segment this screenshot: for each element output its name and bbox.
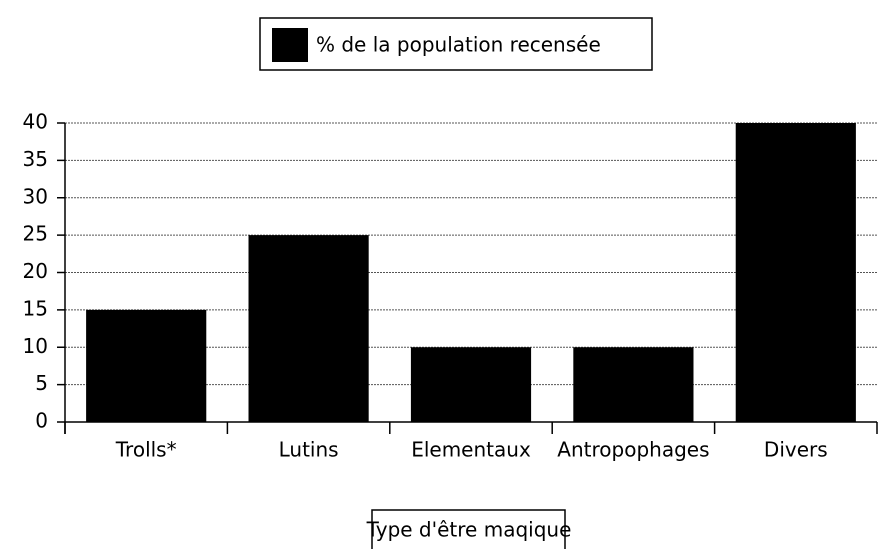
bar	[573, 347, 694, 422]
y-tick-label: 15	[23, 296, 48, 320]
bar	[410, 347, 532, 422]
x-tick-label: Trolls*	[115, 438, 177, 462]
x-label-box	[371, 509, 566, 549]
y-tick-label: 0	[35, 409, 48, 433]
legend-box	[259, 17, 653, 71]
y-tick-label: 10	[23, 334, 48, 358]
bar	[248, 235, 369, 422]
y-tick-label: 35	[23, 147, 48, 171]
x-tick-label: Elementaux	[411, 438, 531, 462]
x-tick-label: Antropophages	[557, 438, 709, 462]
bar	[86, 309, 207, 422]
x-tick-label: Lutins	[279, 438, 339, 462]
y-tick-label: 30	[23, 184, 48, 208]
legend-label: % de la population recensée	[316, 33, 601, 57]
bar	[735, 123, 856, 422]
y-tick-label: 40	[23, 110, 48, 134]
y-tick-label: 20	[23, 259, 48, 283]
legend-swatch	[272, 28, 308, 62]
x-axis-label: Type d'être maqique	[366, 518, 572, 542]
y-tick-label: 5	[35, 371, 48, 395]
y-tick-label: 25	[23, 222, 48, 246]
x-tick-label: Divers	[764, 438, 828, 462]
